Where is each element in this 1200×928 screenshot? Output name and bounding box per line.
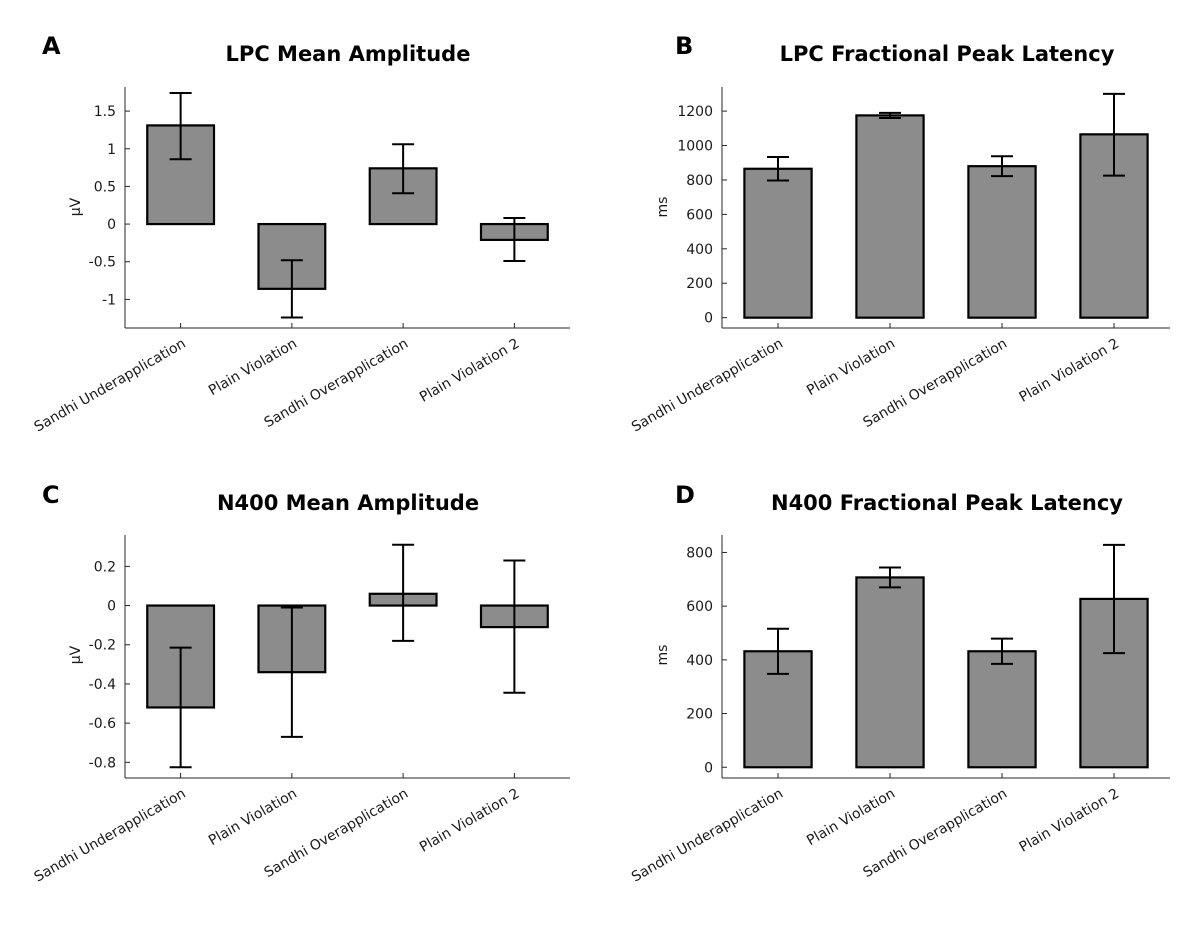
y-axis-label-a: μV <box>68 197 84 216</box>
y-tick-label-c: -0.6 <box>89 716 116 732</box>
y-tick-label-a: -0.5 <box>89 255 116 271</box>
y-tick-label-b: 1200 <box>677 104 713 120</box>
bar-d <box>968 651 1035 767</box>
y-tick-label-b: 200 <box>686 276 713 292</box>
panel-title-b: LPC Fractional Peak Latency <box>780 42 1115 66</box>
y-tick-label-b: 400 <box>686 242 713 258</box>
y-tick-label-a: 0 <box>107 217 116 233</box>
x-tick-label-a: Plain Violation 2 <box>417 336 522 406</box>
bar-b <box>744 169 811 318</box>
y-tick-label-a: 1.5 <box>94 104 116 120</box>
x-tick-label-a: Plain Violation <box>206 336 300 399</box>
x-tick-label-c: Sandhi Underapplication <box>32 786 189 886</box>
y-tick-label-d: 200 <box>686 707 713 723</box>
y-tick-label-d: 600 <box>686 599 713 615</box>
x-tick-label-b: Sandhi Underapplication <box>629 336 786 436</box>
y-tick-label-b: 0 <box>704 311 713 327</box>
panel-letter-a: A <box>42 32 61 60</box>
x-tick-label-d: Plain Violation 2 <box>1017 786 1122 856</box>
panel-letter-c: C <box>42 481 60 509</box>
y-tick-label-a: 0.5 <box>94 179 116 195</box>
panel-b: B LPC Fractional Peak Latency ms 0 200 400… <box>629 32 1170 435</box>
panel-c: C N400 Mean Amplitude μV -0.8-0.6-0.4-0.… <box>32 481 570 885</box>
panel-title-c: N400 Mean Amplitude <box>217 491 479 515</box>
y-tick-label-d: 400 <box>686 653 713 669</box>
y-tick-label-c: -0.2 <box>89 638 116 654</box>
panel-title-d: N400 Fractional Peak Latency <box>771 491 1123 515</box>
bar-b <box>856 115 923 317</box>
plot-area-c: -0.8 -0.6 -0.4 -0.2 0 0.2 Sandhi Underapplicat… <box>32 535 570 885</box>
y-tick-label-d: 0 <box>704 760 713 776</box>
x-tick-label-c: Plain Violation <box>206 786 300 849</box>
y-tick-label-c: 0 <box>107 599 116 615</box>
panel-title-a: LPC Mean Amplitude <box>226 42 471 66</box>
y-axis-label-c: μV <box>68 645 84 664</box>
x-tick-label-c: Plain Violation 2 <box>417 786 522 856</box>
panel-letter-d: D <box>675 481 695 509</box>
y-tick-label-c: 0.2 <box>94 559 116 575</box>
plot-area-b: 0 200 400 600 800 1000 1200 Sandhi Underapplica… <box>629 87 1170 435</box>
plot-area-d: 0 200 400 600 800 Sandhi Underapplication Plai… <box>629 535 1170 885</box>
y-tick-label-c: -0.8 <box>89 755 116 771</box>
x-tick-label-d: Plain Violation <box>804 786 898 849</box>
figure: A LPC Mean Amplitude μV -1 -0.5 0 0.5 1 1.5 Sa… <box>0 0 1200 928</box>
bar-d <box>856 577 923 767</box>
x-tick-label-b: Plain Violation 2 <box>1017 336 1122 406</box>
panel-d: D N400 Fractional Peak Latency ms 0 200 40… <box>629 481 1170 885</box>
x-tick-label-d: Sandhi Underapplication <box>629 786 786 886</box>
plot-area-a: -1 -0.5 0 0.5 1 1.5 Sandhi Underapplication Pla… <box>32 87 570 435</box>
x-tick-label-a: Sandhi Underapplication <box>32 336 189 436</box>
y-tick-label-a: -1 <box>102 292 116 308</box>
panel-a: A LPC Mean Amplitude μV -1 -0.5 0 0.5 1 1.5 Sa… <box>32 32 570 435</box>
panel-letter-b: B <box>675 32 693 60</box>
y-axis-label-b: ms <box>655 197 671 218</box>
y-tick-label-b: 600 <box>686 207 713 223</box>
y-tick-label-a: 1 <box>107 142 116 158</box>
y-tick-label-b: 800 <box>686 173 713 189</box>
y-axis-label-d: ms <box>655 645 671 666</box>
y-tick-label-d: 800 <box>686 545 713 561</box>
bar-b <box>968 166 1035 317</box>
x-tick-label-b: Plain Violation <box>804 336 898 399</box>
y-tick-label-c: -0.4 <box>89 677 116 693</box>
y-tick-label-b: 1000 <box>677 139 713 155</box>
